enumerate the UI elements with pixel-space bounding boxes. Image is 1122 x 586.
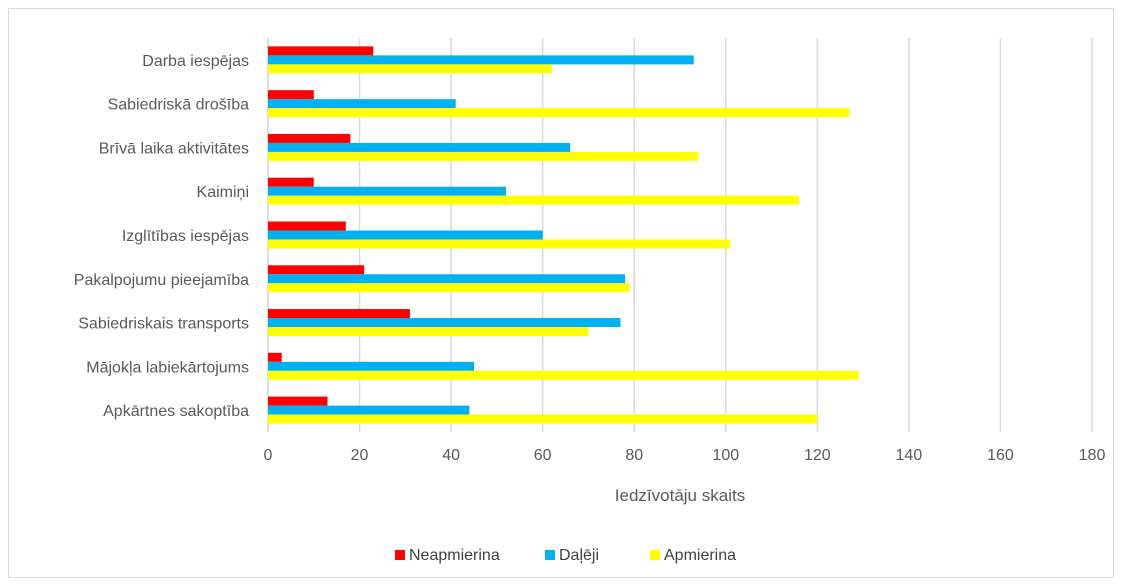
category-label: Kaimiņi bbox=[197, 184, 249, 201]
x-axis-title: Iedzīvotāju skaits bbox=[615, 486, 745, 505]
bar bbox=[268, 414, 818, 424]
bar bbox=[268, 90, 314, 100]
bar bbox=[268, 230, 543, 240]
category-label: Brīvā laika aktivitātes bbox=[99, 140, 249, 157]
bar bbox=[268, 55, 694, 65]
bar bbox=[268, 151, 699, 161]
category-label: Apkārtnes sakoptība bbox=[103, 403, 249, 420]
bar bbox=[268, 309, 410, 319]
x-tick-label: 160 bbox=[987, 447, 1014, 464]
bar bbox=[268, 352, 282, 362]
legend-swatch bbox=[650, 550, 660, 560]
legend-swatch bbox=[395, 550, 405, 560]
bar bbox=[268, 318, 621, 328]
legend: Neapmierina Daļēji Apmierina bbox=[395, 547, 736, 564]
category-label: Darba iespējas bbox=[142, 53, 249, 70]
chart-frame bbox=[8, 8, 1114, 578]
bar bbox=[268, 239, 731, 249]
x-tick-label: 40 bbox=[442, 447, 460, 464]
legend-label: Daļēji bbox=[559, 547, 599, 564]
bar bbox=[268, 274, 626, 284]
bar bbox=[268, 361, 474, 371]
bars bbox=[268, 46, 859, 424]
bar bbox=[268, 265, 365, 275]
bar bbox=[268, 177, 314, 187]
bar bbox=[268, 186, 507, 196]
category-label: Sabiedriskā drošība bbox=[108, 97, 250, 114]
x-tick-label: 100 bbox=[712, 447, 739, 464]
x-tick-label: 140 bbox=[896, 447, 923, 464]
x-tick-label: 20 bbox=[351, 447, 369, 464]
legend-swatch bbox=[545, 550, 555, 560]
x-tick-label: 60 bbox=[534, 447, 552, 464]
bar bbox=[268, 195, 800, 205]
x-tick-labels: 0 20 40 60 80 100 120 140 160 180 bbox=[264, 447, 1106, 464]
x-tick-label: 120 bbox=[804, 447, 831, 464]
legend-label: Neapmierina bbox=[409, 547, 500, 564]
x-tick-label: 80 bbox=[625, 447, 643, 464]
bar bbox=[268, 99, 456, 109]
bar bbox=[268, 46, 374, 56]
x-tick-label: 0 bbox=[264, 447, 273, 464]
category-label: Sabiedriskais transports bbox=[78, 316, 249, 333]
bar bbox=[268, 108, 850, 118]
bar bbox=[268, 133, 351, 143]
bar bbox=[268, 221, 346, 231]
bar bbox=[268, 370, 859, 380]
bar bbox=[268, 327, 589, 337]
category-label: Pakalpojumu pieejamība bbox=[74, 272, 249, 289]
bar bbox=[268, 396, 328, 406]
category-label: Izglītības iespējas bbox=[122, 228, 249, 245]
bar bbox=[268, 405, 470, 415]
bar bbox=[268, 142, 571, 152]
x-tick-label: 180 bbox=[1079, 447, 1106, 464]
bar bbox=[268, 64, 552, 74]
bar bbox=[268, 283, 630, 293]
category-label: Mājokļa labiekārtojums bbox=[86, 359, 249, 376]
category-labels: Darba iespējas Sabiedriskā drošība Brīvā l… bbox=[74, 53, 249, 420]
legend-label: Apmierina bbox=[664, 547, 736, 564]
